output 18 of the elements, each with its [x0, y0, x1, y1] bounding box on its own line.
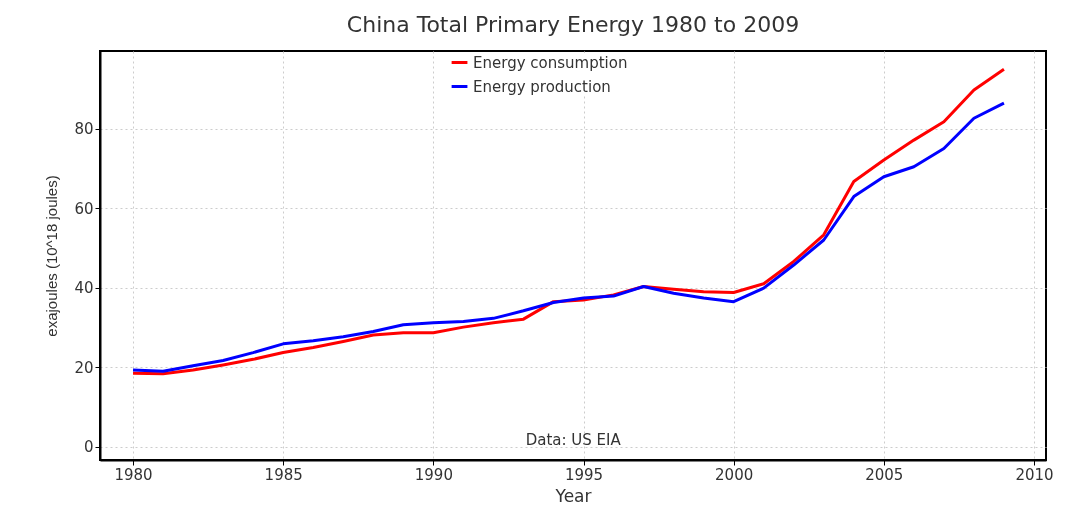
x-tick-label: 2000: [715, 465, 754, 484]
y-tick-label: 40: [74, 279, 94, 298]
y-tick-label: 80: [74, 120, 94, 139]
legend-label: Energy production: [473, 77, 611, 96]
y-tick-label: 60: [74, 199, 94, 218]
chart-title: China Total Primary Energy 1980 to 2009: [346, 12, 800, 37]
y-axis-title: exajoules (10^18 joules): [43, 175, 61, 337]
y-tick-label: 0: [83, 438, 94, 457]
y-tick-label: 20: [74, 358, 94, 377]
x-tick-label: 1990: [414, 465, 453, 484]
annotation: Data: US EIA: [525, 431, 622, 449]
x-tick-label: 1980: [114, 465, 153, 484]
x-tick-label: 1995: [564, 465, 604, 484]
x-axis-title: Year: [554, 485, 592, 506]
legend-label: Energy consumption: [473, 53, 628, 72]
x-tick-label: 2010: [1015, 465, 1054, 484]
x-tick-label: 2005: [865, 465, 904, 484]
x-tick-label: 1985: [264, 465, 303, 484]
